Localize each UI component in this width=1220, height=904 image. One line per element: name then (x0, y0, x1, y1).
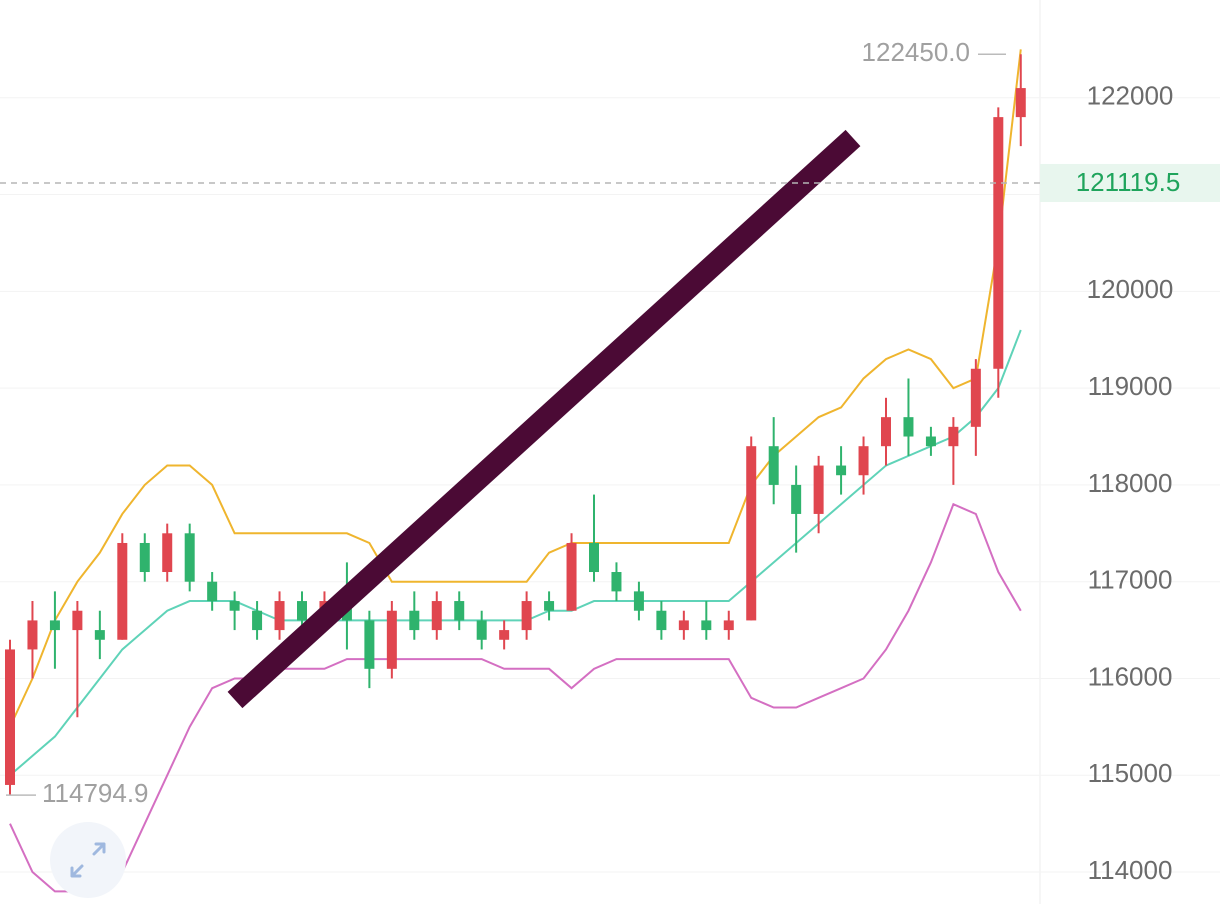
candle-body (364, 620, 375, 669)
candle-body (589, 542, 599, 573)
candle-body (723, 620, 734, 631)
candle-body (274, 601, 285, 631)
y-tick-label: 120000 (1087, 274, 1174, 304)
candle-body (903, 417, 914, 437)
candle-body (94, 630, 105, 640)
candle-body (791, 484, 802, 514)
current-price-label: 121119.5 (1076, 167, 1181, 197)
candle-body (746, 446, 757, 621)
candle-body (386, 610, 397, 669)
y-tick-label: 122000 (1087, 81, 1174, 111)
candle-body (229, 601, 240, 611)
candle-body (184, 533, 195, 582)
candle-body (49, 620, 60, 631)
grid (0, 97, 1220, 873)
candle-body (925, 436, 936, 447)
candle-body (476, 620, 487, 640)
candle-body (881, 417, 891, 447)
y-tick-label: 117000 (1088, 565, 1173, 595)
candle-body (409, 610, 420, 631)
max-label: 122450.0 (862, 37, 970, 67)
candle-body (72, 610, 83, 631)
candle-body (297, 601, 307, 621)
candle-body (431, 601, 442, 631)
candle-body (836, 465, 847, 476)
candle-body (813, 465, 824, 514)
band-line (9, 329, 1022, 777)
candle-body (117, 542, 128, 640)
candle-body (454, 601, 465, 621)
candle-body (701, 620, 712, 631)
y-tick-label: 118000 (1088, 468, 1173, 498)
candles (5, 54, 1026, 796)
candle-body (678, 620, 689, 631)
candle-body (27, 620, 38, 650)
y-tick-label: 114000 (1088, 855, 1173, 885)
candle-body (5, 649, 15, 785)
candle-body (207, 581, 218, 602)
candle-body (858, 446, 869, 476)
labels: 114000 115000 116000 117000 118000 119000 1200… (0, 37, 1220, 885)
indicator-lines (9, 49, 1022, 893)
candle-body (948, 426, 959, 447)
candle-body (768, 446, 779, 485)
candle-body (566, 542, 577, 611)
candle-body (139, 542, 150, 573)
candle-body (993, 117, 1004, 369)
current-price-box (1040, 163, 1220, 202)
candle-body (162, 533, 173, 573)
band-line (9, 502, 1022, 893)
band-line (9, 49, 1022, 728)
y-tick-label: 115000 (1088, 758, 1173, 788)
candle-body (1015, 88, 1026, 118)
candle-body (656, 610, 667, 631)
candle-body (521, 601, 532, 631)
candle-body (970, 368, 981, 427)
candle-body (633, 591, 644, 611)
y-tick-label: 116000 (1088, 661, 1173, 691)
drawn-trend-line (227, 129, 861, 709)
y-tick-label: 119000 (1088, 371, 1173, 401)
candle-body (499, 630, 510, 640)
candle-body (252, 610, 263, 631)
candle-body (544, 601, 555, 611)
expand-button[interactable] (50, 822, 126, 898)
min-label: 114794.9 (42, 778, 149, 808)
candle-body (611, 572, 622, 592)
